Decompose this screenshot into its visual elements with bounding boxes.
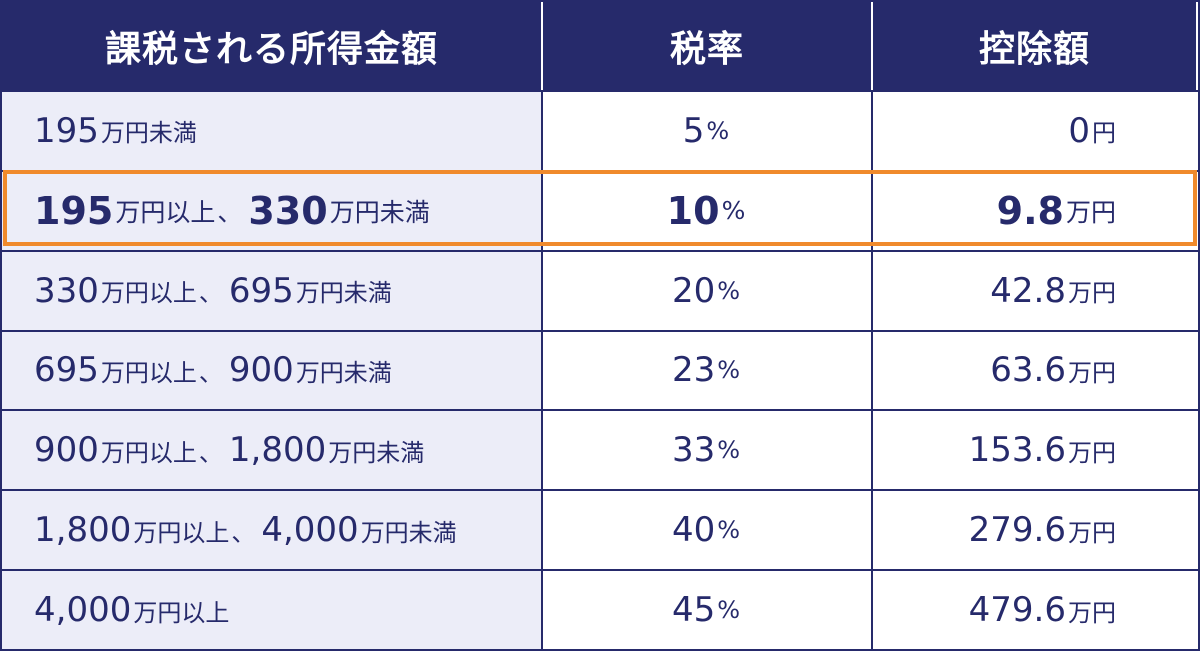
- income-separator: 、: [231, 518, 256, 547]
- deduction-unit: 万円: [1068, 598, 1116, 627]
- rate-cell: 23%: [543, 329, 873, 410]
- rate-value: 5: [682, 110, 705, 151]
- deduction-unit: 万円: [1068, 358, 1116, 387]
- rate-unit: %: [717, 356, 741, 385]
- deduction-value: 479.6: [968, 590, 1066, 631]
- deduction-unit: 万円: [1068, 279, 1116, 308]
- rate-value: 10: [666, 188, 720, 233]
- rate-unit: %: [717, 436, 741, 465]
- deduction-value: 0: [1068, 110, 1090, 151]
- rate-cell: 33%: [543, 409, 873, 490]
- income-from-unit: 万円以上: [133, 518, 230, 547]
- income-separator: 、: [198, 279, 223, 308]
- income-to-unit: 万円未満: [329, 197, 430, 227]
- deduction-cell: 153.6 万円: [873, 409, 1198, 490]
- rate-unit: %: [717, 276, 741, 305]
- income-to-unit: 万円未満: [328, 438, 425, 467]
- deduction-cell-highlighted: 9.8 万円: [873, 169, 1198, 250]
- rate-value: 23: [671, 350, 716, 391]
- rate-unit: %: [717, 596, 741, 625]
- rate-cell: 5%: [543, 90, 873, 170]
- income-from-unit: 万円以上: [100, 279, 197, 308]
- header-rate: 税率: [543, 2, 873, 90]
- deduction-unit: 万円: [1065, 197, 1116, 227]
- income-from: 1,800: [34, 510, 132, 551]
- income-cell: 4,000 万円以上: [2, 569, 543, 649]
- income-from-unit: 万円以上: [100, 438, 197, 467]
- income-cell: 330 万円以上、 695 万円未満: [2, 249, 543, 330]
- income-from-unit: 万円以上: [100, 358, 197, 387]
- rate-value: 40: [671, 510, 716, 551]
- deduction-unit: 万円: [1068, 518, 1116, 547]
- income-from-unit: 万円未満: [100, 119, 197, 148]
- deduction-value: 153.6: [968, 430, 1066, 471]
- rate-unit: %: [706, 116, 730, 145]
- income-separator: 、: [217, 197, 243, 227]
- deduction-cell: 479.6 万円: [873, 569, 1198, 649]
- income-from: 4,000: [34, 590, 132, 631]
- income-from: 330: [34, 270, 99, 311]
- income-separator: 、: [198, 358, 223, 387]
- income-from: 900: [34, 430, 99, 471]
- deduction-unit: 円: [1092, 119, 1116, 148]
- rate-value: 20: [671, 270, 716, 311]
- income-from: 695: [34, 350, 99, 391]
- income-cell: 900 万円以上、 1,800 万円未満: [2, 409, 543, 490]
- income-to: 1,800: [228, 430, 327, 471]
- rate-cell: 40%: [543, 489, 873, 570]
- income-to: 4,000: [261, 510, 359, 551]
- income-cell: 1,800 万円以上、 4,000 万円未満: [2, 489, 543, 570]
- rate-unit: %: [721, 196, 746, 226]
- header-income: 課税される所得金額: [2, 2, 543, 90]
- income-to: 330: [248, 188, 328, 233]
- income-to-unit: 万円未満: [295, 358, 392, 387]
- income-from: 195: [34, 188, 114, 233]
- income-cell: 195 万円未満: [2, 90, 543, 170]
- income-to-unit: 万円未満: [295, 279, 392, 308]
- income-cell: 695 万円以上、 900 万円未満: [2, 329, 543, 410]
- income-to-unit: 万円未満: [360, 518, 457, 547]
- deduction-cell: 63.6 万円: [873, 329, 1198, 410]
- deduction-cell: 42.8 万円: [873, 249, 1198, 330]
- deduction-unit: 万円: [1068, 438, 1116, 467]
- deduction-value: 279.6: [968, 510, 1066, 551]
- rate-cell-highlighted: 10%: [543, 169, 873, 250]
- deduction-value: 42.8: [990, 270, 1066, 311]
- income-separator: 、: [198, 438, 223, 467]
- header-deduction: 控除額: [873, 2, 1198, 90]
- income-to: 900: [228, 350, 294, 391]
- income-from-unit: 万円以上: [133, 598, 230, 627]
- rate-unit: %: [717, 516, 741, 545]
- income-cell-highlighted: 195 万円以上、 330 万円未満: [2, 169, 543, 250]
- deduction-cell: 279.6 万円: [873, 489, 1198, 570]
- income-to: 695: [228, 270, 294, 311]
- rate-cell: 20%: [543, 249, 873, 330]
- rate-value: 33: [671, 430, 716, 471]
- income-from-unit: 万円以上: [115, 197, 216, 227]
- rate-cell: 45%: [543, 569, 873, 649]
- rate-value: 45: [671, 590, 716, 631]
- income-from: 195: [34, 110, 99, 151]
- deduction-value: 63.6: [990, 350, 1066, 391]
- deduction-value: 9.8: [996, 188, 1064, 233]
